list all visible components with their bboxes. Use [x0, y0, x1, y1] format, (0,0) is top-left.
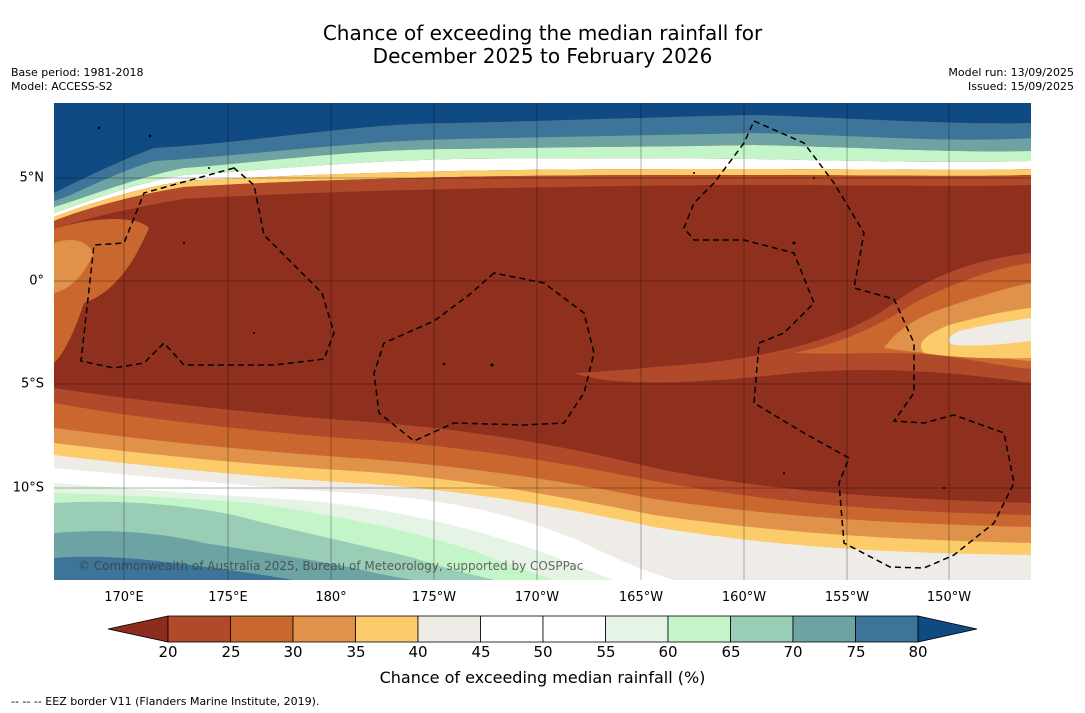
colorbar-swatch	[667, 615, 731, 643]
colorbar-swatches	[107, 615, 978, 643]
colorbar-tick: 70	[783, 643, 803, 661]
eez-line-islands	[683, 120, 1015, 569]
model-text: Model: ACCESS-S2	[11, 80, 113, 93]
band-north-35	[54, 169, 1031, 221]
band-south-30	[54, 403, 1031, 533]
chart-title: Chance of exceeding the median rainfall …	[0, 22, 1085, 68]
lon-label: 175°W	[411, 590, 457, 605]
band-north-80	[54, 103, 1031, 193]
colorbar-tick: 60	[658, 643, 678, 661]
colorbar	[107, 615, 978, 643]
band-south-25	[54, 388, 1031, 523]
band-north-60	[54, 145, 1031, 213]
lat-label: 0°	[29, 273, 44, 289]
lat-label: 5°N	[19, 170, 45, 186]
eez-tuvalu-kiribati-west	[80, 167, 335, 369]
issued-text: Issued: 15/09/2025	[967, 80, 1074, 93]
colorbar-tick: 80	[908, 643, 928, 661]
colorbar-swatch	[542, 615, 606, 643]
colorbar-swatch	[292, 615, 356, 643]
eez-phoenix	[373, 272, 595, 442]
base-period-text: Base period: 1981-2018	[11, 66, 144, 79]
colorbar-tick: 50	[533, 643, 553, 661]
eez-borders	[80, 120, 1015, 569]
band-south-35	[54, 428, 1031, 543]
title-line-2: December 2025 to February 2026	[372, 44, 713, 68]
rainfall-map: © Commonwealth of Australia 2025, Bureau…	[54, 103, 1031, 580]
colorbar-label: Chance of exceeding median rainfall (%)	[379, 668, 706, 687]
islands	[97, 126, 945, 489]
colorbar-swatch	[480, 615, 544, 643]
map-svg	[54, 103, 1031, 580]
colorbar-swatch	[792, 615, 856, 643]
lon-label: 150°W	[926, 590, 972, 605]
lat-label: 10°S	[12, 480, 44, 496]
colorbar-tick: 20	[158, 643, 178, 661]
colorbar-tick: 25	[221, 643, 241, 661]
meta-left: Base period: 1981-2018 Model: ACCESS-S2	[11, 66, 143, 94]
colorbar-swatch	[730, 615, 794, 643]
lon-label: 170°E	[104, 590, 144, 605]
colorbar-swatch	[230, 615, 294, 643]
colorbar-tick: 55	[596, 643, 616, 661]
colorbar-tick: 35	[346, 643, 366, 661]
colorbar-tick: 30	[283, 643, 303, 661]
band-east-45	[948, 318, 1031, 346]
meta-right: Model run: 13/09/2025 Issued: 15/09/2025	[948, 66, 1074, 94]
colorbar-swatch	[355, 615, 419, 643]
band-south-80	[54, 556, 294, 580]
colorbar-swatch	[605, 615, 669, 643]
graticule	[54, 103, 1031, 580]
colorbar-tick: 40	[408, 643, 428, 661]
lon-label: 165°W	[618, 590, 664, 605]
colorbar-tick: 75	[846, 643, 866, 661]
colorbar-under-arrow	[107, 615, 169, 643]
model-run-text: Model run: 13/09/2025	[948, 66, 1074, 79]
lon-label: 160°W	[721, 590, 767, 605]
title-line-1: Chance of exceeding the median rainfall …	[322, 21, 763, 45]
colorbar-tick: 65	[721, 643, 741, 661]
lon-label: 180°	[315, 590, 347, 605]
copyright-text: © Commonwealth of Australia 2025, Bureau…	[78, 559, 584, 573]
band-north-50	[54, 158, 1031, 217]
lon-label: 155°W	[824, 590, 870, 605]
lon-label: 170°W	[514, 590, 560, 605]
colorbar-swatch	[417, 615, 481, 643]
band-north-75	[54, 115, 1031, 201]
lat-label: 5°S	[20, 376, 44, 392]
band-west-35	[54, 240, 94, 293]
colorbar-swatch	[855, 615, 919, 643]
eez-footnote: -- -- -- EEZ border V11 (Flanders Marine…	[11, 695, 320, 708]
colorbar-over-arrow	[917, 615, 978, 643]
colorbar-tick: 45	[471, 643, 491, 661]
colorbar-swatch	[167, 615, 231, 643]
lon-label: 175°E	[208, 590, 248, 605]
band-south-40	[54, 443, 1031, 558]
band-north-70	[54, 133, 1031, 207]
band-north-25	[54, 175, 1031, 229]
